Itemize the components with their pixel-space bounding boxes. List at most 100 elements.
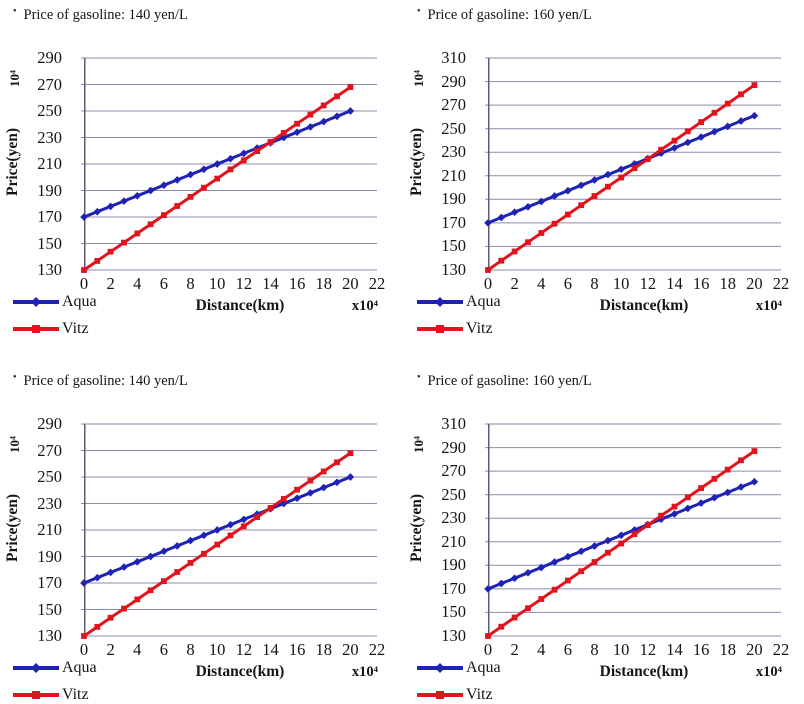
aqua-line-sample-icon xyxy=(417,297,463,307)
chart-title-text: Price of gasoline: 140 yen/L xyxy=(23,373,188,389)
legend-item-aqua: Aqua xyxy=(12,293,97,310)
vitz-line-sample-icon xyxy=(417,691,463,699)
y-tick-label: 170 xyxy=(37,207,62,226)
chart-title-text: Price of gasoline: 160 yen/L xyxy=(427,7,592,23)
legend-label-aqua: Aqua xyxy=(466,659,501,676)
x-tick-label: 20 xyxy=(746,640,763,659)
y-tick-label: 290 xyxy=(37,48,62,67)
legend-label-aqua: Aqua xyxy=(62,659,97,676)
x-tick-label: 8 xyxy=(590,274,599,293)
y-tick-label: 230 xyxy=(441,508,466,528)
x-tick-label: 6 xyxy=(563,274,573,293)
legend-item-vitz: Vitz xyxy=(416,320,501,337)
y-tick-label: 250 xyxy=(441,484,466,504)
chart-title: • Price of gasoline: 140 yen/L xyxy=(13,6,188,24)
x-tick-label: 8 xyxy=(186,274,195,293)
x-axis-label: Distance(km) xyxy=(599,297,689,314)
legend-label-aqua: Aqua xyxy=(62,293,97,310)
legend-label-vitz: Vitz xyxy=(62,320,89,337)
x-tick-label: 0 xyxy=(483,274,493,293)
x-axis-unit: x10⁴ xyxy=(755,664,782,680)
x-tick-label: 0 xyxy=(79,640,89,659)
y-tick-label: 190 xyxy=(37,180,62,200)
legend-label-vitz: Vitz xyxy=(62,686,89,703)
bullet-icon: • xyxy=(13,372,17,383)
bullet-icon: • xyxy=(13,6,17,17)
bullet-icon: • xyxy=(417,6,421,17)
y-tick-label: 210 xyxy=(441,165,466,185)
x-axis-unit: x10⁴ xyxy=(351,298,378,314)
legend: Aqua Vitz xyxy=(416,293,501,348)
legend-item-vitz: Vitz xyxy=(12,686,97,703)
x-tick-label: 12 xyxy=(639,640,657,659)
plot-area xyxy=(80,57,377,273)
y-tick-label: 210 xyxy=(37,520,62,539)
legend: Aqua Vitz xyxy=(12,659,97,704)
x-tick-label: 10 xyxy=(612,640,630,659)
x-tick-label: 14 xyxy=(262,274,279,293)
y-tick-label: 270 xyxy=(441,461,466,481)
legend-label-vitz: Vitz xyxy=(466,686,493,703)
x-tick-label: 18 xyxy=(315,274,332,293)
y-tick-label: 150 xyxy=(37,233,62,253)
y-tick-label: 230 xyxy=(37,493,62,513)
x-tick-label: 22 xyxy=(368,274,386,293)
chart-title: • Price of gasoline: 160 yen/L xyxy=(417,372,592,390)
chart-title: • Price of gasoline: 160 yen/L xyxy=(417,6,592,24)
x-axis-unit: x10⁴ xyxy=(351,664,378,680)
x-tick-label: 0 xyxy=(483,640,493,659)
y-tick-label: 250 xyxy=(441,118,466,138)
x-tick-label: 22 xyxy=(772,274,790,293)
chart-panel-bottom-left: • Price of gasoline: 140 yen/L 10⁴ Price(… xyxy=(0,352,404,704)
x-axis-label: Distance(km) xyxy=(195,663,285,680)
chart-title-text: Price of gasoline: 160 yen/L xyxy=(427,373,592,389)
y-tick-label: 270 xyxy=(37,74,62,94)
x-tick-label: 10 xyxy=(208,274,226,293)
x-tick-label: 14 xyxy=(262,640,279,659)
plot-area xyxy=(80,423,377,639)
x-tick-label: 16 xyxy=(692,640,710,659)
y-tick-label: 250 xyxy=(37,101,62,120)
legend-label-vitz: Vitz xyxy=(466,320,493,337)
x-tick-label: 10 xyxy=(208,640,226,659)
x-tick-label: 20 xyxy=(342,274,359,293)
x-tick-label: 18 xyxy=(719,274,736,293)
x-tick-label: 2 xyxy=(106,640,115,659)
x-axis-unit: x10⁴ xyxy=(755,298,782,314)
legend: Aqua Vitz xyxy=(12,293,97,348)
y-tick-label: 210 xyxy=(37,154,62,173)
x-tick-label: 14 xyxy=(666,640,683,659)
legend-item-aqua: Aqua xyxy=(416,293,501,310)
x-tick-label: 10 xyxy=(612,274,630,293)
y-tick-label: 190 xyxy=(441,189,466,209)
y-tick-label: 290 xyxy=(37,414,62,433)
x-tick-label: 0 xyxy=(79,274,89,293)
chart-title: • Price of gasoline: 140 yen/L xyxy=(13,372,188,390)
aqua-line-sample-icon xyxy=(13,297,59,307)
x-tick-label: 4 xyxy=(133,274,142,293)
legend: Aqua Vitz xyxy=(416,659,501,704)
x-tick-label: 16 xyxy=(288,640,306,659)
x-tick-label: 12 xyxy=(639,274,657,293)
aqua-line-sample-icon xyxy=(13,663,59,673)
chart-title-text: Price of gasoline: 140 yen/L xyxy=(23,7,188,23)
legend-item-aqua: Aqua xyxy=(416,659,501,676)
legend-item-vitz: Vitz xyxy=(416,686,501,703)
plot-area xyxy=(484,423,781,639)
y-tick-label: 150 xyxy=(441,236,466,256)
plot-area xyxy=(484,57,781,273)
chart-panel-bottom-right: • Price of gasoline: 160 yen/L 10⁴ Price(… xyxy=(404,352,804,704)
vitz-line-sample-icon xyxy=(13,691,59,699)
x-tick-label: 4 xyxy=(537,274,546,293)
x-tick-label: 2 xyxy=(510,274,519,293)
legend-item-vitz: Vitz xyxy=(12,320,97,337)
chart-panel-top-right: • Price of gasoline: 160 yen/L 10⁴ Price(… xyxy=(404,0,804,352)
legend-label-aqua: Aqua xyxy=(466,293,501,310)
y-tick-label: 250 xyxy=(37,467,62,486)
y-tick-label: 290 xyxy=(441,437,466,457)
y-tick-label: 270 xyxy=(37,440,62,460)
y-tick-label: 170 xyxy=(37,573,62,592)
x-tick-label: 18 xyxy=(719,640,736,659)
y-tick-label: 130 xyxy=(441,626,466,645)
x-tick-label: 20 xyxy=(746,274,763,293)
